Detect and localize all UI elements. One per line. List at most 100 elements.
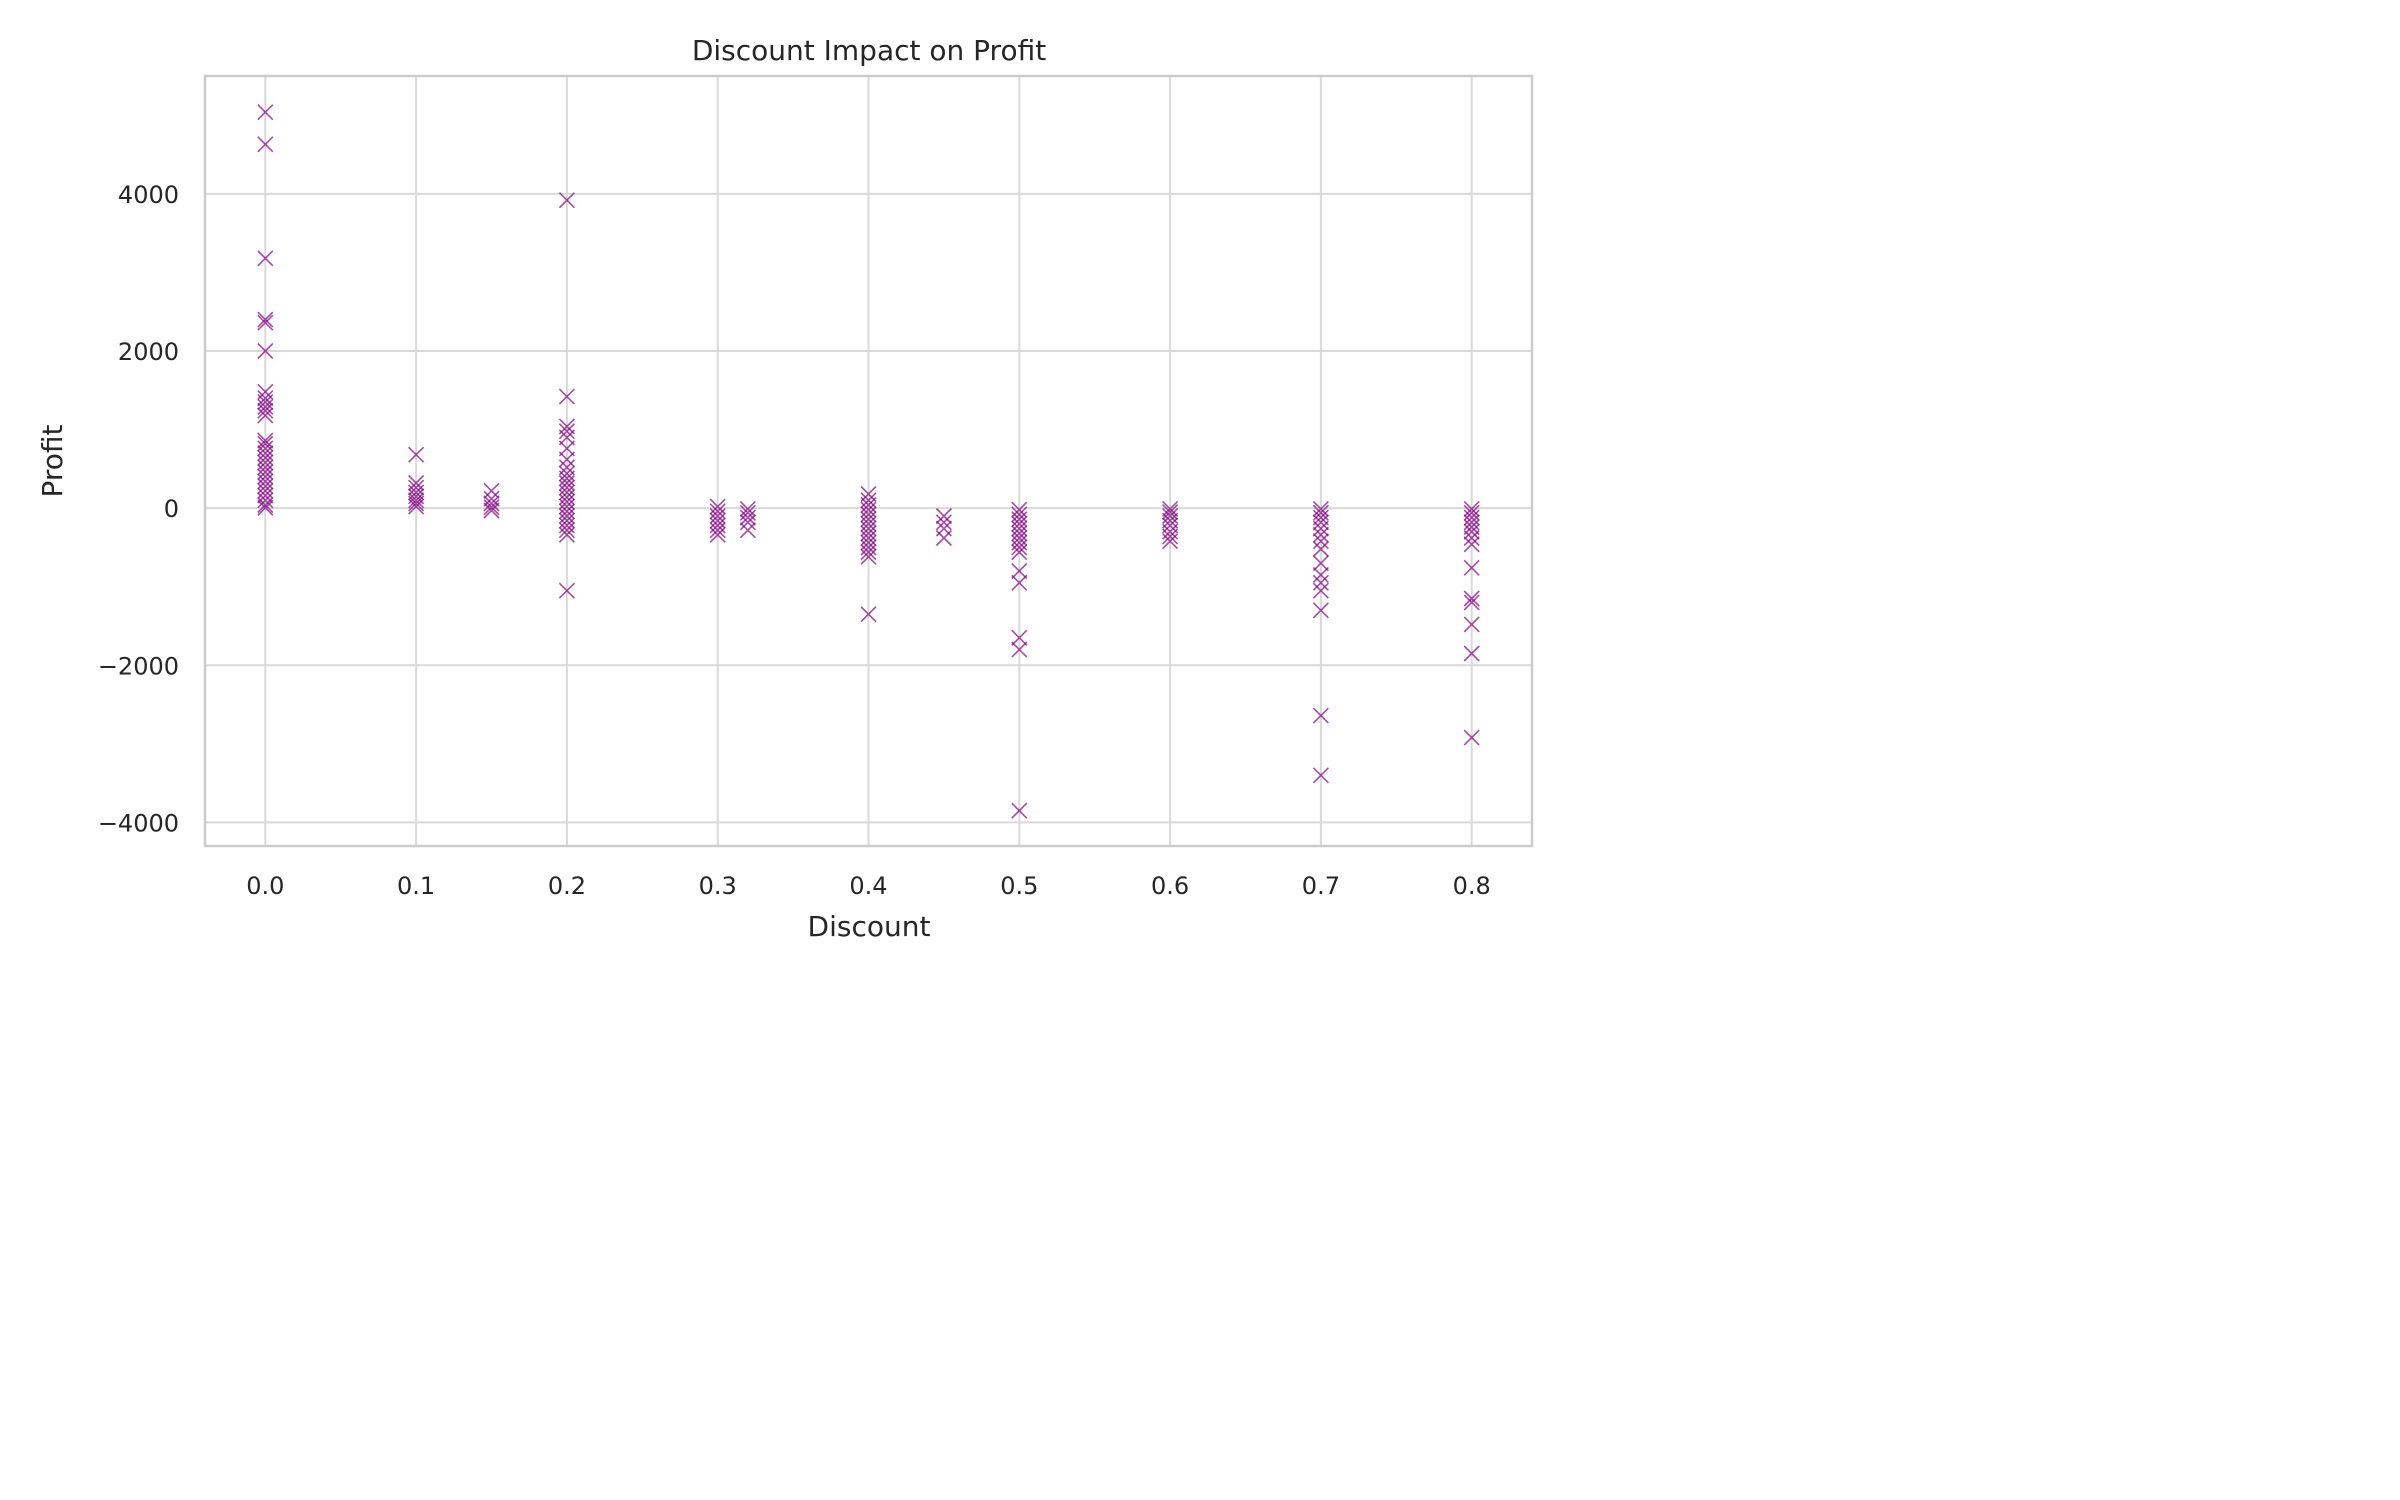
grid-lines	[205, 76, 1532, 846]
data-point-marker	[1162, 533, 1179, 550]
data-point-marker	[257, 492, 274, 509]
data-point-marker	[1011, 562, 1028, 580]
data-point-marker	[1312, 566, 1329, 583]
y-tick-label: 4000	[118, 181, 179, 209]
data-point-marker	[1162, 500, 1179, 517]
data-point-marker	[257, 394, 274, 411]
data-point-marker	[558, 522, 575, 539]
data-point-marker	[1011, 802, 1028, 819]
data-point-marker	[257, 104, 274, 121]
data-point-marker	[860, 606, 877, 623]
data-point-marker	[1463, 590, 1480, 607]
plot-frame	[203, 74, 1534, 848]
data-point-marker	[558, 192, 575, 209]
data-point-marker	[935, 507, 952, 525]
data-point-marker	[257, 407, 274, 424]
x-tick-label: 0.4	[849, 872, 887, 900]
data-point-marker	[1312, 500, 1329, 517]
data-point-marker	[483, 495, 500, 512]
y-tick-label: 0	[164, 495, 179, 523]
y-tick-labels: −4000 −2000 0 2000 4000	[98, 181, 179, 838]
data-point-marker	[1312, 514, 1329, 531]
data-point-marker	[1463, 559, 1480, 576]
y-tick-label: −2000	[98, 652, 179, 680]
data-point-marker	[1463, 500, 1480, 517]
data-point-marker	[257, 402, 274, 419]
data-point-marker	[408, 479, 425, 496]
data-point-marker	[257, 432, 274, 449]
x-tick-label: 0.6	[1151, 872, 1189, 900]
data-point-marker	[1312, 526, 1329, 543]
data-point-marker	[257, 398, 274, 415]
data-point-marker	[257, 499, 274, 516]
data-point-marker	[1312, 540, 1329, 558]
data-point-marker	[257, 342, 274, 360]
data-point-marker	[935, 529, 952, 547]
data-point-marker	[408, 498, 425, 515]
data-point-marker	[257, 496, 274, 514]
data-point-marker	[257, 314, 274, 331]
data-point-marker	[408, 446, 425, 463]
data-point-marker	[1312, 533, 1329, 550]
data-point-marker	[739, 509, 756, 526]
data-point-marker	[483, 499, 500, 516]
data-point-marker	[1312, 555, 1329, 572]
data-point-marker	[1162, 528, 1179, 545]
data-point-marker	[558, 388, 575, 405]
data-point-marker	[1463, 645, 1480, 662]
data-point-marker	[860, 548, 877, 565]
chart-title: Discount Impact on Profit	[692, 34, 1046, 67]
data-point-marker	[257, 311, 274, 328]
data-point-marker	[483, 490, 500, 507]
x-tick-label: 0.8	[1453, 872, 1491, 900]
data-point-marker	[1011, 544, 1028, 561]
x-tick-label: 0.0	[246, 872, 284, 900]
data-point-marker	[483, 502, 500, 519]
x-tick-label: 0.2	[548, 872, 586, 900]
y-axis-label: Profit	[36, 424, 69, 497]
data-point-marker	[739, 514, 756, 531]
x-tick-label: 0.1	[397, 872, 435, 900]
data-point-marker	[257, 136, 274, 153]
data-point-marker	[257, 390, 274, 407]
data-point-marker	[1011, 629, 1028, 646]
data-point-marker	[1011, 641, 1028, 658]
data-point-marker	[558, 526, 575, 543]
data-point-marker	[1463, 529, 1480, 547]
x-tick-label: 0.3	[699, 872, 737, 900]
data-point-marker	[1463, 616, 1480, 633]
data-point-marker	[860, 544, 877, 561]
data-point-marker	[1463, 536, 1480, 553]
data-point-marker	[1463, 594, 1480, 611]
data-point-marker	[739, 500, 756, 517]
data-point-marker	[935, 514, 952, 531]
data-point-marker	[1312, 767, 1329, 784]
data-point-marker	[558, 423, 575, 440]
x-axis-label: Discount	[808, 910, 931, 943]
data-point-marker	[739, 522, 756, 539]
data-point-marker	[1463, 523, 1480, 540]
x-tick-label: 0.5	[1000, 872, 1038, 900]
y-tick-label: 2000	[118, 338, 179, 366]
data-point-marker	[1162, 504, 1179, 521]
data-point-marker	[1312, 707, 1329, 724]
data-point-marker	[709, 522, 726, 539]
data-point-marker	[257, 250, 274, 267]
data-point-marker	[1312, 582, 1329, 599]
data-point-marker	[1312, 520, 1329, 537]
data-point-marker	[1011, 539, 1028, 556]
x-tick-label: 0.7	[1302, 872, 1340, 900]
y-tick-label: −4000	[98, 809, 179, 837]
data-point-marker	[408, 492, 425, 509]
scatter-chart: Discount Impact on Profit 0.0 0.1 0.2 0.3 0.…	[36, 34, 1534, 943]
data-point-marker	[558, 582, 575, 599]
x-tick-labels: 0.0 0.1 0.2 0.3 0.4 0.5 0.6 0.7 0.8	[246, 872, 1491, 900]
data-point-marker	[1463, 729, 1480, 746]
data-point-marker	[1312, 574, 1329, 591]
data-point-marker	[1011, 574, 1028, 591]
data-point-marker	[483, 482, 500, 499]
data-point-marker	[408, 495, 425, 512]
data-points	[257, 104, 1480, 819]
data-point-marker	[709, 526, 726, 543]
data-point-marker	[1312, 602, 1329, 619]
